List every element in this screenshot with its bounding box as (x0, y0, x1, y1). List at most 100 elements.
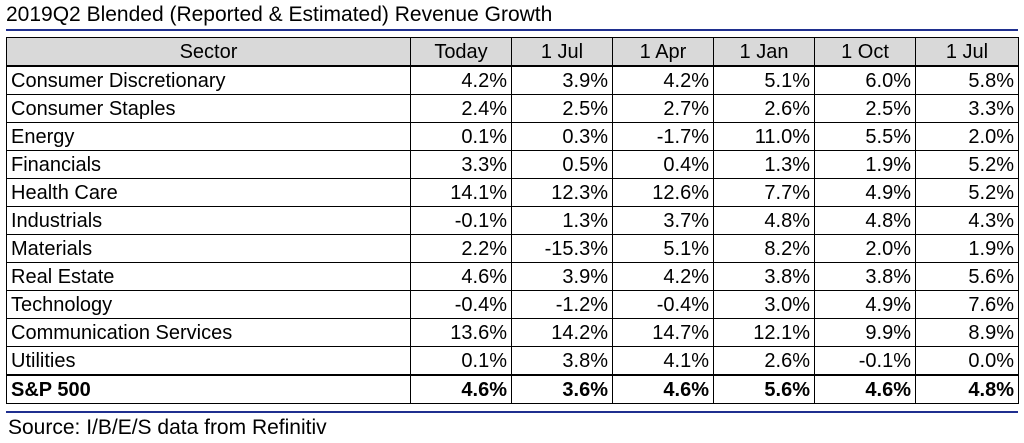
value-cell: -0.1% (410, 206, 512, 235)
bottom-divider (6, 411, 1018, 413)
table-title: 2019Q2 Blended (Reported & Estimated) Re… (6, 3, 553, 26)
table-row: Consumer Discretionary 4.2% 3.9% 4.2% 5.1% 6.… (6, 65, 1019, 95)
value-cell: 2.5% (511, 94, 613, 123)
value-cell: -1.2% (511, 290, 613, 319)
sector-cell: Utilities (6, 346, 411, 376)
value-cell: 0.0% (915, 346, 1019, 376)
value-cell: 14.7% (612, 318, 714, 347)
value-cell: 3.3% (915, 94, 1019, 123)
sector-cell: Consumer Discretionary (6, 65, 411, 95)
value-cell: 3.6% (511, 374, 613, 404)
table-row: Health Care 14.1% 12.3% 12.6% 7.7% 4.9% 5.2% (6, 178, 1019, 207)
value-cell: 5.8% (915, 65, 1019, 95)
value-cell: 12.1% (713, 318, 815, 347)
value-cell: 4.9% (814, 178, 916, 207)
value-cell: 5.1% (713, 65, 815, 95)
value-cell: 4.6% (612, 374, 714, 404)
value-cell: 11.0% (713, 122, 815, 151)
value-cell: 2.6% (713, 346, 815, 376)
sector-cell: Technology (6, 290, 411, 319)
source-note: Source: I/B/E/S data from Refinitiv (8, 416, 327, 439)
sector-cell: Materials (6, 234, 411, 263)
value-cell: 4.2% (612, 262, 714, 291)
value-cell: 3.8% (511, 346, 613, 376)
table-row: Technology -0.4% -1.2% -0.4% 3.0% 4.9% 7.6% (6, 290, 1019, 319)
value-cell: 4.6% (814, 374, 916, 404)
value-cell: 2.0% (814, 234, 916, 263)
value-cell: 3.3% (410, 150, 512, 179)
sector-cell: Industrials (6, 206, 411, 235)
value-cell: 2.2% (410, 234, 512, 263)
column-header-sector: Sector (6, 37, 411, 67)
value-cell: 5.5% (814, 122, 916, 151)
value-cell: 1.3% (713, 150, 815, 179)
table-row: Materials 2.2% -15.3% 5.1% 8.2% 2.0% 1.9% (6, 234, 1019, 263)
value-cell: 12.3% (511, 178, 613, 207)
column-header-1-jan: 1 Jan (713, 37, 815, 67)
value-cell: 0.5% (511, 150, 613, 179)
table-row: Utilities 0.1% 3.8% 4.1% 2.6% -0.1% 0.0% (6, 346, 1019, 376)
value-cell: 7.6% (915, 290, 1019, 319)
sector-cell: Communication Services (6, 318, 411, 347)
value-cell: 5.1% (612, 234, 714, 263)
value-cell: 5.2% (915, 150, 1019, 179)
value-cell: 4.1% (612, 346, 714, 376)
value-cell: 2.4% (410, 94, 512, 123)
column-header-today: Today (410, 37, 512, 67)
value-cell: 8.9% (915, 318, 1019, 347)
value-cell: -0.4% (612, 290, 714, 319)
table-row: Real Estate 4.6% 3.9% 4.2% 3.8% 3.8% 5.6% (6, 262, 1019, 291)
revenue-growth-table: Sector Today 1 Jul 1 Apr 1 Jan 1 Oct 1 J… (6, 37, 1019, 404)
top-divider (6, 29, 1018, 31)
table-row: Communication Services 13.6% 14.2% 14.7% 12.… (6, 318, 1019, 347)
column-header-1-jul: 1 Jul (511, 37, 613, 67)
value-cell: 14.1% (410, 178, 512, 207)
sector-cell: Health Care (6, 178, 411, 207)
value-cell: 2.6% (713, 94, 815, 123)
value-cell: 2.7% (612, 94, 714, 123)
total-row: S&P 500 4.6% 3.6% 4.6% 5.6% 4.6% 4.8% (6, 374, 1019, 404)
value-cell: 3.8% (713, 262, 815, 291)
value-cell: 1.9% (814, 150, 916, 179)
sector-cell: Financials (6, 150, 411, 179)
value-cell: 5.2% (915, 178, 1019, 207)
table-row: Consumer Staples 2.4% 2.5% 2.7% 2.6% 2.5% 3.3% (6, 94, 1019, 123)
column-header-1-oct: 1 Oct (814, 37, 916, 67)
table-row: Energy 0.1% 0.3% -1.7% 11.0% 5.5% 2.0% (6, 122, 1019, 151)
value-cell: 5.6% (915, 262, 1019, 291)
value-cell: 5.6% (713, 374, 815, 404)
value-cell: 3.8% (814, 262, 916, 291)
value-cell: 4.6% (410, 374, 512, 404)
column-header-1-jul-prior: 1 Jul (915, 37, 1019, 67)
value-cell: 3.9% (511, 262, 613, 291)
value-cell: 12.6% (612, 178, 714, 207)
value-cell: 4.3% (915, 206, 1019, 235)
column-header-1-apr: 1 Apr (612, 37, 714, 67)
value-cell: 3.0% (713, 290, 815, 319)
sector-cell: Energy (6, 122, 411, 151)
value-cell: 0.4% (612, 150, 714, 179)
value-cell: -0.1% (814, 346, 916, 376)
value-cell: 4.2% (612, 65, 714, 95)
value-cell: 4.6% (410, 262, 512, 291)
value-cell: 1.3% (511, 206, 613, 235)
value-cell: 0.1% (410, 122, 512, 151)
value-cell: 9.9% (814, 318, 916, 347)
table-row: Industrials -0.1% 1.3% 3.7% 4.8% 4.8% 4.3% (6, 206, 1019, 235)
value-cell: 13.6% (410, 318, 512, 347)
value-cell: 3.7% (612, 206, 714, 235)
value-cell: 2.5% (814, 94, 916, 123)
value-cell: 0.3% (511, 122, 613, 151)
sector-cell: Consumer Staples (6, 94, 411, 123)
value-cell: 2.0% (915, 122, 1019, 151)
value-cell: 14.2% (511, 318, 613, 347)
table-row: Financials 3.3% 0.5% 0.4% 1.3% 1.9% 5.2% (6, 150, 1019, 179)
value-cell: 4.8% (915, 374, 1019, 404)
value-cell: -15.3% (511, 234, 613, 263)
value-cell: -0.4% (410, 290, 512, 319)
value-cell: 1.9% (915, 234, 1019, 263)
value-cell: 6.0% (814, 65, 916, 95)
value-cell: 4.8% (814, 206, 916, 235)
value-cell: -1.7% (612, 122, 714, 151)
value-cell: 3.9% (511, 65, 613, 95)
